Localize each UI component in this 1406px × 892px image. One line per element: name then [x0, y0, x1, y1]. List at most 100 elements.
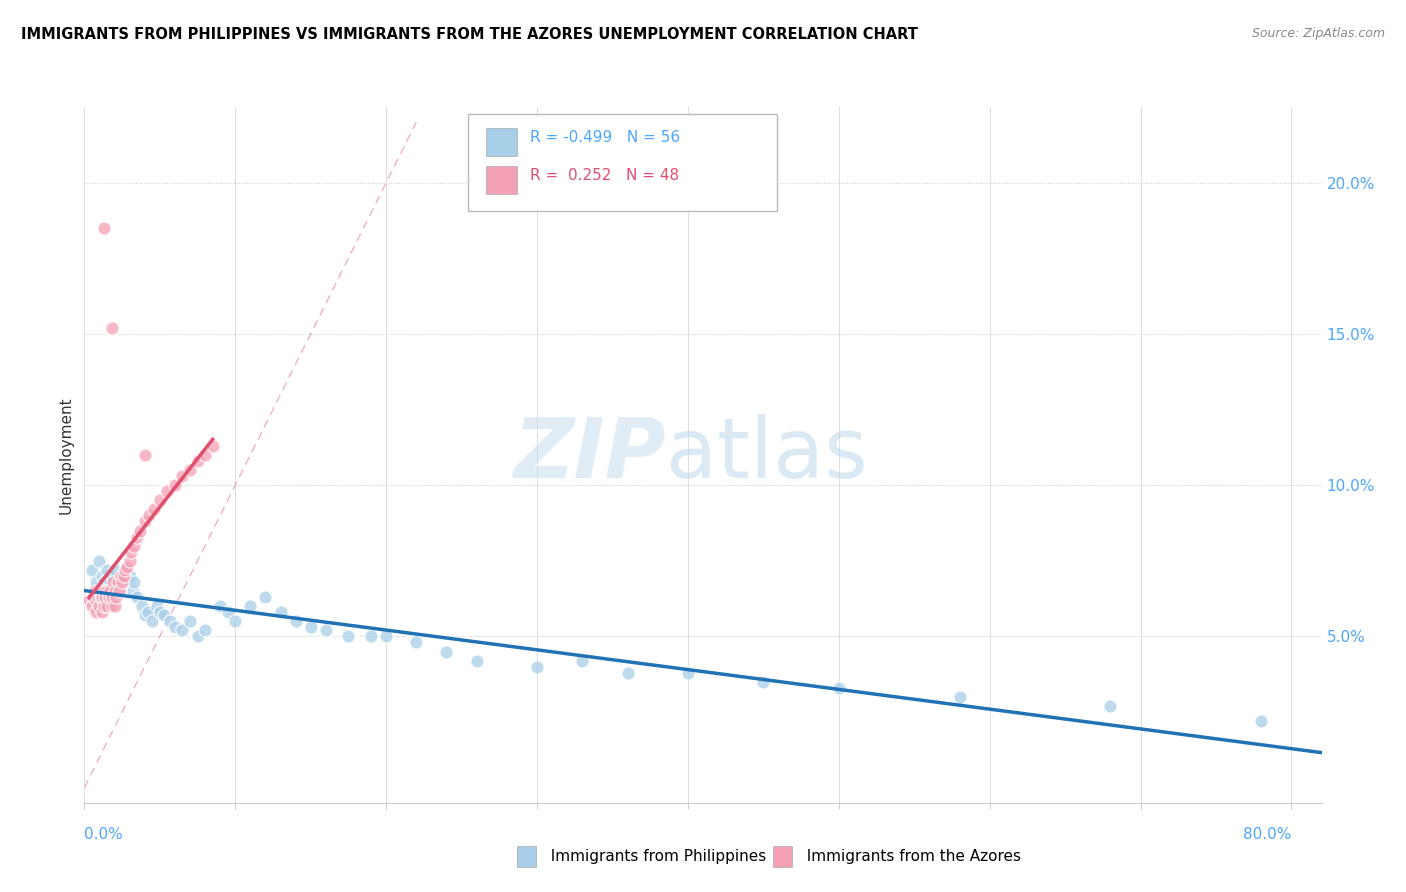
Text: Immigrants from the Azores: Immigrants from the Azores: [797, 849, 1021, 863]
Point: [111, 574, 134, 589]
Point: [616, 665, 638, 680]
Point: [91, 605, 114, 619]
Point: [179, 615, 201, 629]
Point: [98, 574, 121, 589]
Point: [94, 590, 117, 604]
Point: [96, 584, 118, 599]
Point: [82, 590, 104, 604]
Point: [194, 448, 217, 462]
Text: IMMIGRANTS FROM PHILIPPINES VS IMMIGRANTS FROM THE AZORES UNEMPLOYMENT CORRELATI: IMMIGRANTS FROM PHILIPPINES VS IMMIGRANT…: [21, 27, 918, 42]
Point: [156, 484, 179, 499]
Text: 80.0%: 80.0%: [1243, 827, 1292, 842]
Point: [108, 584, 131, 599]
Point: [120, 545, 142, 559]
Point: [159, 615, 181, 629]
Point: [136, 605, 159, 619]
Point: [127, 530, 149, 544]
Point: [87, 590, 110, 604]
Point: [110, 569, 132, 583]
Point: [405, 635, 427, 649]
Point: [163, 478, 186, 492]
Point: [101, 574, 124, 589]
Point: [96, 599, 118, 614]
Point: [91, 569, 114, 583]
Point: [948, 690, 970, 704]
Point: [1250, 714, 1272, 728]
Point: [114, 563, 136, 577]
Point: [89, 554, 111, 568]
Point: [93, 599, 115, 614]
Point: [89, 584, 111, 599]
Point: [134, 608, 156, 623]
Point: [111, 569, 134, 583]
Bar: [486, 166, 517, 194]
Point: [134, 448, 156, 462]
Point: [209, 599, 232, 614]
Point: [97, 584, 120, 599]
Point: [129, 524, 152, 538]
Point: [103, 584, 125, 599]
Point: [91, 590, 114, 604]
Text: Immigrants from Philippines: Immigrants from Philippines: [541, 849, 766, 863]
Point: [360, 629, 382, 643]
Point: [122, 539, 145, 553]
Point: [315, 624, 337, 638]
Point: [127, 590, 149, 604]
Point: [299, 620, 322, 634]
Point: [337, 629, 360, 643]
Point: [141, 615, 163, 629]
Text: ZIP: ZIP: [513, 415, 666, 495]
Point: [103, 563, 125, 577]
Point: [100, 590, 122, 604]
Point: [107, 574, 129, 589]
Point: [90, 590, 112, 604]
Point: [80, 599, 103, 614]
Point: [121, 584, 143, 599]
Point: [254, 590, 277, 604]
Point: [118, 554, 141, 568]
Point: [676, 665, 699, 680]
Point: [526, 659, 548, 673]
Point: [115, 559, 138, 574]
Point: [284, 615, 307, 629]
Text: R = -0.499   N = 56: R = -0.499 N = 56: [530, 130, 681, 145]
Point: [752, 674, 775, 689]
Point: [98, 584, 121, 599]
Point: [163, 620, 186, 634]
Point: [89, 599, 111, 614]
Point: [97, 590, 120, 604]
Point: [194, 624, 217, 638]
Point: [172, 624, 194, 638]
Point: [103, 599, 125, 614]
Point: [149, 493, 172, 508]
Point: [224, 615, 246, 629]
Point: [375, 629, 398, 643]
Point: [153, 608, 176, 623]
Point: [93, 221, 115, 235]
Point: [118, 569, 141, 583]
Point: [80, 563, 103, 577]
Point: [146, 599, 169, 614]
Point: [86, 574, 108, 589]
Point: [100, 599, 122, 614]
Point: [84, 584, 107, 599]
FancyBboxPatch shape: [468, 114, 778, 211]
Point: [1099, 698, 1122, 713]
Text: R =  0.252   N = 48: R = 0.252 N = 48: [530, 169, 679, 183]
Point: [138, 508, 160, 523]
Point: [86, 605, 108, 619]
Text: atlas: atlas: [666, 415, 868, 495]
Point: [108, 584, 131, 599]
Point: [571, 654, 593, 668]
Point: [96, 563, 118, 577]
Point: [77, 593, 100, 607]
Text: 0.0%: 0.0%: [84, 827, 124, 842]
Point: [114, 563, 136, 577]
Y-axis label: Unemployment: Unemployment: [58, 396, 73, 514]
Point: [186, 629, 208, 643]
Point: [86, 593, 108, 607]
Point: [134, 515, 156, 529]
Text: Source: ZipAtlas.com: Source: ZipAtlas.com: [1251, 27, 1385, 40]
Point: [465, 654, 488, 668]
Point: [270, 605, 292, 619]
